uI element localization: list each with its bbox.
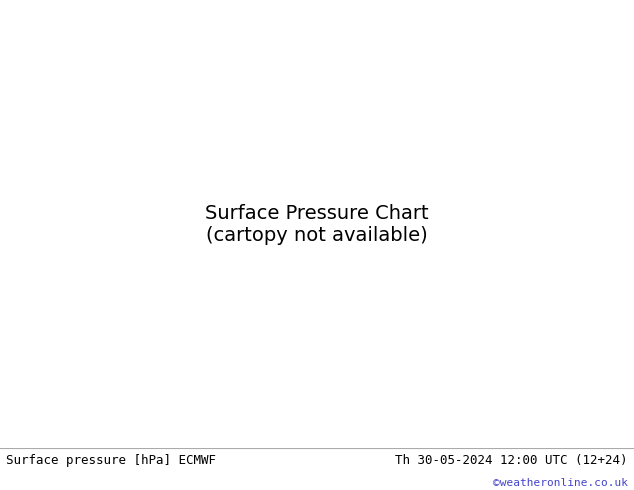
- Text: Surface pressure [hPa] ECMWF: Surface pressure [hPa] ECMWF: [6, 454, 216, 466]
- Text: Surface Pressure Chart
(cartopy not available): Surface Pressure Chart (cartopy not avai…: [205, 204, 429, 245]
- Text: ©weatheronline.co.uk: ©weatheronline.co.uk: [493, 477, 628, 488]
- Text: Th 30-05-2024 12:00 UTC (12+24): Th 30-05-2024 12:00 UTC (12+24): [395, 454, 628, 466]
